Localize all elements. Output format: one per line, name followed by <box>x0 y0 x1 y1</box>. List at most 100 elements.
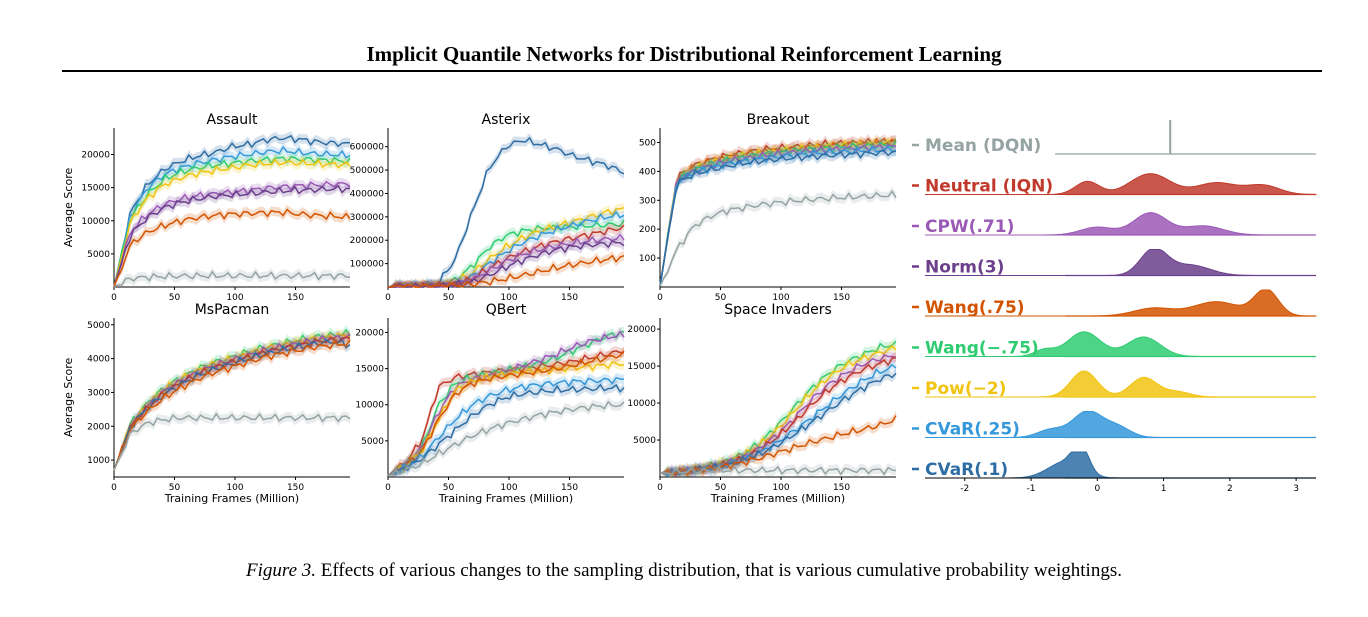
ridge-label: Mean (DQN) <box>925 136 1041 156</box>
chart-panel: 0 50 100 150 5000 10000 15000 20000 QBert Trainin… <box>355 302 625 505</box>
x-tick-label: 150 <box>833 483 850 493</box>
x-tick-label: 150 <box>561 293 578 303</box>
ridge-x-tick-label: 2 <box>1227 484 1233 494</box>
chart-panel: 0 50 100 150 5000 10000 15000 20000 Assault Avera… <box>62 112 351 303</box>
ridge-label: Pow(−2) <box>925 379 1006 399</box>
y-tick-label: 15000 <box>627 362 656 372</box>
x-tick-label: 0 <box>657 483 663 493</box>
x-tick-label: 50 <box>715 293 727 303</box>
y-tick-label: 200000 <box>350 236 385 246</box>
ridge-label: CVaR(.1) <box>925 460 1008 480</box>
y-tick-label: 20000 <box>627 325 656 335</box>
ridge-density <box>925 289 1317 317</box>
series-band <box>388 220 624 287</box>
ridge-row: CVaR(.25) <box>912 411 1316 440</box>
series-band <box>114 154 350 287</box>
series-band <box>660 146 896 287</box>
y-tick-label: 100 <box>639 254 656 264</box>
y-tick-label: 100000 <box>350 260 385 270</box>
ridge-row: Pow(−2) <box>912 370 1316 399</box>
chart-panel: 0 50 100 150 100000 200000 300000 400000 500000 6… <box>350 112 625 303</box>
series-line <box>113 145 351 288</box>
header-rule <box>62 70 1322 72</box>
series-band <box>114 334 350 471</box>
chart-title: Space Invaders <box>724 302 832 318</box>
series-line <box>387 361 625 477</box>
ridge-row: CPW(.71) <box>912 212 1316 237</box>
y-axis-label: Average Score <box>62 358 75 438</box>
series-line <box>387 400 625 477</box>
series-band <box>660 133 896 287</box>
series-line <box>659 145 897 287</box>
ridge-label: Wang(.75) <box>925 298 1025 318</box>
ridge-label: CVaR(.25) <box>925 420 1020 440</box>
y-tick-label: 20000 <box>81 151 110 161</box>
series-band <box>388 207 624 287</box>
series-band <box>660 341 896 477</box>
chart-panel: 0 50 100 150 1000 2000 3000 4000 5000 MsPacman Ave… <box>62 302 351 505</box>
y-tick-label: 400000 <box>350 189 385 199</box>
ridge-density <box>925 249 1316 276</box>
x-axis-label: Training Frames (Million) <box>164 492 299 505</box>
y-axis-label: Average Score <box>62 168 75 248</box>
series-line <box>113 208 351 288</box>
series-line <box>659 465 897 476</box>
series-band <box>114 131 350 287</box>
series-band <box>660 136 896 287</box>
ridge-density <box>925 331 1316 357</box>
series-band <box>388 236 624 287</box>
series-line <box>387 254 625 288</box>
chart-title: Breakout <box>747 112 810 128</box>
x-tick-label: 150 <box>287 293 304 303</box>
ridge-row: Neutral (IQN) <box>912 173 1317 197</box>
y-tick-label: 600000 <box>350 143 385 153</box>
series-line <box>113 134 351 288</box>
series-line <box>387 350 625 477</box>
series-band <box>660 410 896 477</box>
series-line <box>113 180 351 288</box>
series-line <box>113 270 351 288</box>
y-tick-label: 20000 <box>355 328 384 338</box>
series-band <box>114 335 350 471</box>
ridge-row: Norm(3) <box>912 249 1316 278</box>
x-tick-label: 150 <box>287 483 304 493</box>
x-tick-label: 50 <box>169 293 181 303</box>
x-tick-label: 0 <box>111 293 117 303</box>
x-tick-label: 100 <box>226 293 243 303</box>
series-band <box>388 357 624 477</box>
ridge-x-tick-label: -2 <box>960 484 969 494</box>
paper-running-title: Implicit Quantile Networks for Distribut… <box>366 42 1002 66</box>
x-tick-label: 100 <box>226 483 243 493</box>
y-tick-label: 15000 <box>81 184 110 194</box>
y-tick-label: 10000 <box>627 399 656 409</box>
chart-title: QBert <box>486 302 527 318</box>
series-line <box>387 383 625 477</box>
y-tick-label: 10000 <box>355 401 384 411</box>
series-band <box>660 352 896 477</box>
y-tick-label: 500000 <box>350 166 385 176</box>
series-band <box>388 397 624 477</box>
chart-title: Assault <box>207 112 259 128</box>
series-line <box>659 372 897 476</box>
x-tick-label: 0 <box>657 293 663 303</box>
series-line <box>387 136 625 288</box>
y-tick-label: 5000 <box>87 321 110 331</box>
series-line <box>113 184 351 288</box>
ridge-row: Mean (DQN) <box>912 120 1316 156</box>
y-tick-label: 15000 <box>355 365 384 375</box>
ridge-density <box>925 173 1317 195</box>
ridgeline-panel: Mean (DQN) Neutral (IQN) CPW(.71) Norm(3) Wa… <box>912 120 1317 494</box>
y-tick-label: 5000 <box>633 436 656 446</box>
ridge-row: CVaR(.1) <box>912 451 1316 480</box>
ridge-label: Norm(3) <box>925 258 1004 278</box>
x-tick-label: 100 <box>500 483 517 493</box>
chart-panel: 0 50 100 150 100 200 300 400 500 Breakout <box>639 112 897 303</box>
figure-caption: Figure 3. Effects of various changes to … <box>0 560 1368 582</box>
series-band <box>660 134 896 287</box>
series-band <box>114 177 350 287</box>
series-line <box>659 190 897 287</box>
series-line <box>113 155 351 288</box>
chart-title: MsPacman <box>195 302 270 318</box>
ridge-row: Wang(−.75) <box>912 331 1316 359</box>
